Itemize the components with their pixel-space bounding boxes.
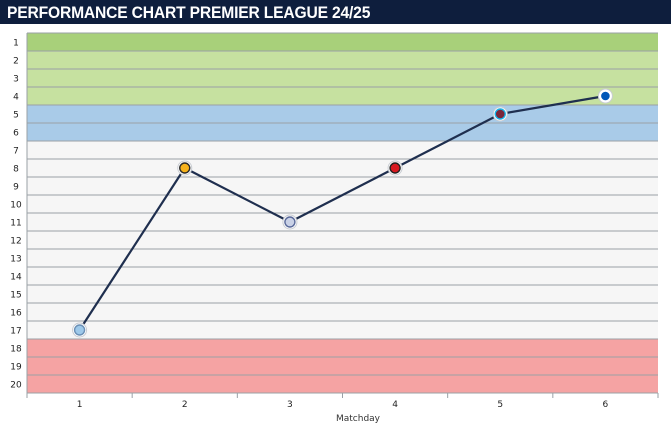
zone-mid: [27, 141, 658, 339]
y-tick-label: 18: [10, 345, 22, 355]
y-tick-label: 1: [13, 39, 19, 49]
x-tick-label: 3: [287, 400, 293, 410]
y-tick-label: 11: [10, 219, 21, 229]
y-tick-label: 3: [13, 75, 19, 85]
y-tick-label: 13: [10, 255, 21, 265]
y-tick-label: 2: [13, 57, 19, 67]
title-bar: PERFORMANCE CHART PREMIER LEAGUE 24/25: [0, 0, 671, 24]
zone-top: [27, 33, 658, 51]
x-axis-title: Matchday: [336, 414, 381, 424]
zone-champions-league: [27, 51, 658, 105]
x-tick-label: 1: [77, 400, 83, 410]
y-tick-label: 9: [13, 183, 19, 193]
manchester-city-crest-icon: [72, 322, 88, 338]
y-tick-label: 4: [13, 93, 19, 103]
series-line: [78, 94, 606, 331]
brighton-crest-icon: [597, 88, 613, 104]
marker-crest: [494, 108, 506, 120]
chart-title: PERFORMANCE CHART PREMIER LEAGUE 24/25: [7, 3, 371, 22]
marker-crest: [389, 162, 401, 174]
row-gridlines: [26, 32, 658, 394]
x-tick-label: 4: [392, 400, 398, 410]
x-axis: 1 2 3 4 5 6: [26, 392, 659, 410]
marker-crest: [73, 324, 86, 336]
y-tick-label: 15: [10, 291, 21, 301]
y-tick-label: 6: [13, 129, 19, 139]
crystal-palace-crest-icon: [282, 214, 298, 230]
y-tick-label: 7: [13, 147, 19, 157]
marker-crest: [599, 90, 612, 102]
x-tick-label: 6: [603, 400, 609, 410]
marker-crest: [179, 162, 191, 174]
position-line: [78, 94, 606, 331]
y-tick-label: 16: [10, 309, 22, 319]
y-tick-label: 12: [10, 237, 21, 247]
wolves-crest-icon: [177, 160, 193, 176]
y-tick-label: 20: [10, 381, 22, 391]
bournemouth-crest-icon: [387, 160, 403, 176]
series-markers: [72, 88, 613, 338]
y-tick-label: 17: [10, 327, 21, 337]
y-tick-label: 19: [10, 363, 22, 373]
x-tick-label: 2: [182, 400, 188, 410]
y-tick-label: 10: [10, 201, 22, 211]
y-tick-label: 8: [13, 165, 19, 175]
y-tick-label: 14: [10, 273, 22, 283]
west-ham-crest-icon: [492, 106, 508, 122]
y-tick-label: 5: [13, 111, 19, 121]
zone-relegation: [27, 339, 658, 393]
marker-crest: [284, 216, 296, 228]
x-tick-label: 5: [497, 400, 503, 410]
